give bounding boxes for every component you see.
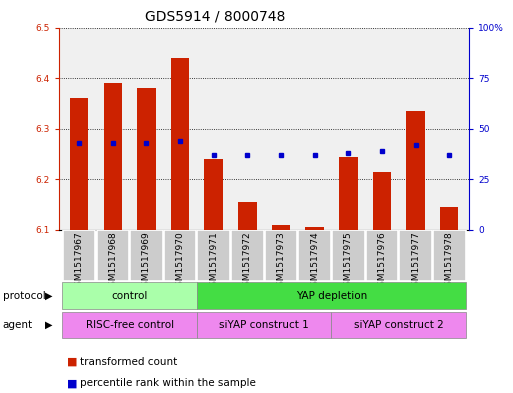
Bar [197,283,466,309]
Text: agent: agent [3,320,33,330]
Text: GSM1517973: GSM1517973 [277,231,286,292]
Text: siYAP construct 2: siYAP construct 2 [354,320,444,330]
Bar [63,230,95,281]
Bar [372,172,391,230]
Text: GDS5914 / 8000748: GDS5914 / 8000748 [145,10,286,24]
Text: ▶: ▶ [45,291,53,301]
Text: control: control [111,291,148,301]
Bar [70,98,88,230]
Bar [198,230,230,281]
Bar [406,111,425,230]
Text: RISC-free control: RISC-free control [86,320,174,330]
Text: GSM1517970: GSM1517970 [175,231,185,292]
Bar [305,228,324,230]
Bar [130,230,163,281]
Text: transformed count: transformed count [80,356,177,367]
Text: siYAP construct 1: siYAP construct 1 [220,320,309,330]
Text: ▶: ▶ [45,320,53,330]
Text: GSM1517969: GSM1517969 [142,231,151,292]
Bar [205,159,223,230]
Bar [265,230,298,281]
Text: GSM1517971: GSM1517971 [209,231,218,292]
Bar [399,230,432,281]
Text: GSM1517975: GSM1517975 [344,231,353,292]
Bar [433,230,465,281]
Text: GSM1517977: GSM1517977 [411,231,420,292]
Bar [339,156,358,230]
Text: GSM1517972: GSM1517972 [243,231,252,292]
Bar [440,207,459,230]
Text: GSM1517974: GSM1517974 [310,231,319,292]
Bar [104,83,122,230]
Bar [63,312,197,338]
Bar [63,283,197,309]
Text: GSM1517967: GSM1517967 [75,231,84,292]
Text: ■: ■ [67,378,77,388]
Bar [96,230,129,281]
Text: ■: ■ [67,356,77,367]
Bar [366,230,398,281]
Text: protocol: protocol [3,291,45,301]
Bar [299,230,331,281]
Bar [238,202,256,230]
Bar [332,230,365,281]
Bar [137,88,156,230]
Bar [164,230,196,281]
Text: percentile rank within the sample: percentile rank within the sample [80,378,255,388]
Bar [197,312,331,338]
Bar [272,225,290,230]
Text: GSM1517978: GSM1517978 [445,231,453,292]
Text: GSM1517968: GSM1517968 [108,231,117,292]
Text: GSM1517976: GSM1517976 [378,231,386,292]
Bar [231,230,264,281]
Text: YAP depletion: YAP depletion [296,291,367,301]
Bar [331,312,466,338]
Bar [171,58,189,230]
